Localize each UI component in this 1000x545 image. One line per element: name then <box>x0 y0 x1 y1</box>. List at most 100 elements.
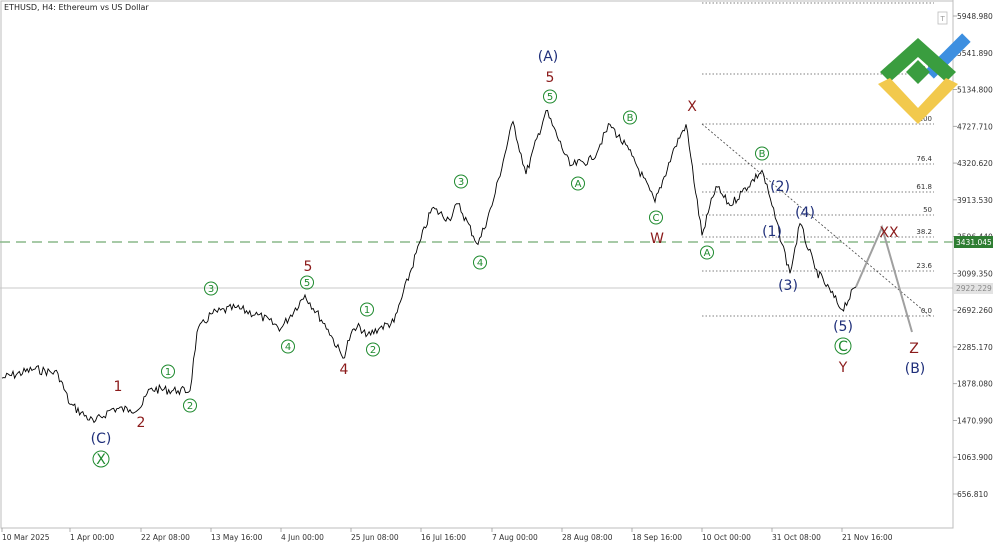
wave-label: B <box>759 149 766 160</box>
wave-label: 4 <box>285 342 291 353</box>
wave-label: (C) <box>91 431 112 447</box>
wave-label: 1 <box>165 367 171 378</box>
y-tick-label: 3099.350 <box>957 269 993 278</box>
wave-label: (3) <box>778 278 798 294</box>
wave-label: X <box>96 452 106 468</box>
y-tick-label: 5134.800 <box>957 86 993 95</box>
y-tick-label: 1878.080 <box>957 380 993 389</box>
y-tick-label: 5541.890 <box>957 49 993 58</box>
x-tick-label: 4 Jun 00:00 <box>281 533 324 542</box>
fib-level-label: 76.4 <box>916 155 932 163</box>
y-tick-label: 1063.900 <box>957 453 993 462</box>
x-tick-label: 7 Aug 00:00 <box>492 533 538 542</box>
y-tick-label: 4727.710 <box>957 122 993 131</box>
wave-label: B <box>627 113 634 124</box>
wave-labels: (C)X1212354421345(A)55ABCWXAB(1)(2)(3)(4… <box>91 49 926 468</box>
y-tick-label: 2285.170 <box>957 343 993 352</box>
wave-label: (A) <box>538 49 559 65</box>
wave-label: 3 <box>458 177 464 188</box>
fib-level-label: 0.0 <box>921 307 932 315</box>
wave-label: Y <box>838 360 848 376</box>
wave-label: 5 <box>546 70 555 86</box>
x-tick-label: 22 Apr 08:00 <box>141 533 190 542</box>
corner-button-label: T <box>940 15 946 23</box>
x-tick-label: 10 Oct 00:00 <box>702 533 751 542</box>
wave-label-circle <box>204 281 218 296</box>
y-tick-label: 3913.530 <box>957 196 993 205</box>
y-tick-label: 1470.990 <box>957 416 993 425</box>
corner-button[interactable]: T <box>937 11 948 25</box>
wave-label: X <box>687 99 697 115</box>
wave-label-circle <box>623 110 637 125</box>
wave-label-circle <box>92 450 110 468</box>
wave-label: A <box>704 248 711 259</box>
wave-label-circle <box>543 89 557 104</box>
reference-price-badge: 2922.229 <box>954 283 993 294</box>
current-price-label: 3431.045 <box>956 238 992 247</box>
wave-label: W <box>650 231 664 247</box>
wave-label-circle <box>571 176 585 191</box>
x-tick-label: 18 Sep 16:00 <box>632 533 682 542</box>
wave-label: 5 <box>304 278 310 289</box>
forecast-path <box>855 224 913 333</box>
wave-label: 4 <box>340 362 349 378</box>
fib-level-label: 100 <box>919 115 932 123</box>
wave-label-circle <box>366 342 380 357</box>
reference-price-label: 2922.229 <box>956 284 992 293</box>
wave-label-circle <box>454 174 468 189</box>
fib-diagonal <box>701 123 931 317</box>
y-tick-label: 5948.980 <box>957 12 993 21</box>
wave-label: 4 <box>477 258 483 269</box>
chart-title: ETHUSD, H4: Ethereum vs US Dollar <box>4 3 149 12</box>
x-tick-label: 16 Jul 16:00 <box>421 533 466 542</box>
brand-logo-icon <box>878 33 971 124</box>
wave-label-circle <box>755 146 769 161</box>
x-tick-label: 1 Apr 00:00 <box>70 533 114 542</box>
fib-level-label: 161.8 <box>912 0 932 2</box>
wave-label-circle <box>700 245 714 260</box>
price-series <box>1 109 857 424</box>
current-price-badge: 3431.045 <box>954 236 993 248</box>
wave-label-circle <box>300 275 314 290</box>
wave-label: 1 <box>114 379 123 395</box>
x-tick-label: 31 Oct 08:00 <box>772 533 821 542</box>
wave-label: Z <box>909 341 919 357</box>
wave-label: (2) <box>770 179 790 195</box>
wave-label: 3 <box>208 284 214 295</box>
wave-label: (1) <box>762 224 782 240</box>
wave-label-circle <box>649 210 663 225</box>
x-tick-label: 28 Aug 08:00 <box>562 533 613 542</box>
wave-label: C <box>653 213 660 224</box>
x-tick-label: 13 May 16:00 <box>211 533 263 542</box>
y-axis: 5948.980 5541.890 5134.800 4727.710 4320.620… <box>952 0 993 528</box>
y-tick-label: 4320.620 <box>957 159 993 168</box>
x-tick-label: 10 Mar 2025 <box>2 533 50 542</box>
wave-label: (4) <box>795 205 815 221</box>
y-tick-label: 2692.260 <box>957 306 993 315</box>
wave-label: 5 <box>547 92 553 103</box>
wave-label: 2 <box>137 415 146 431</box>
wave-label: (5) <box>833 319 853 335</box>
wave-label-circle <box>281 339 295 354</box>
fib-level-label: 50 <box>923 206 932 214</box>
fib-level-label: 23.6 <box>916 262 932 270</box>
wave-label: XX <box>879 225 899 241</box>
wave-label-circle <box>473 255 487 270</box>
wave-label: 2 <box>370 345 376 356</box>
wave-label: C <box>838 339 848 355</box>
x-tick-label: 21 Nov 16:00 <box>842 533 893 542</box>
wave-label-circle <box>183 398 197 413</box>
x-axis: 10 Mar 2025 1 Apr 00:00 22 Apr 08:00 13 May… <box>1 528 893 542</box>
wave-label: 1 <box>364 305 370 316</box>
y-tick-label: 656.810 <box>957 490 988 499</box>
x-tick-label: 25 Jun 08:00 <box>351 533 399 542</box>
fib-level-label: 61.8 <box>916 183 932 191</box>
wave-label: 5 <box>304 259 313 275</box>
wave-label: A <box>575 179 582 190</box>
wave-label-circle <box>161 364 175 379</box>
wave-label-circle <box>834 337 852 355</box>
fib-level-label: 38.2 <box>916 228 932 236</box>
wave-label-circle <box>360 302 374 317</box>
wave-label: 2 <box>187 401 193 412</box>
